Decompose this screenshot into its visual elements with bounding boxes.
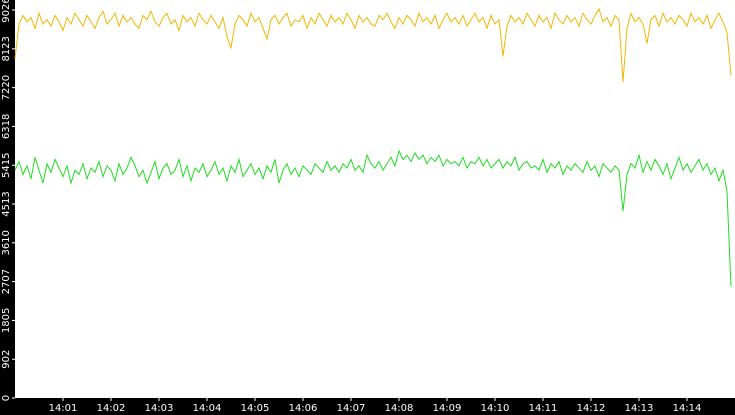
y-tick-label: 0 [1,395,12,401]
x-tick-label: 14:08 [385,403,414,414]
x-tick-label: 14:05 [241,403,270,414]
y-axis-strip [0,0,15,415]
x-tick-label: 14:13 [625,403,654,414]
y-tick-label: 902 [1,350,12,369]
y-tick-label: 6318 [1,114,12,139]
y-tick-label: 8123 [1,36,12,61]
y-tick-label: 1805 [1,308,12,333]
y-tick-label: 7220 [1,75,12,100]
x-tick-label: 14:11 [529,403,558,414]
x-tick-label: 14:14 [673,403,702,414]
series-line [14,149,732,287]
x-axis-strip [0,398,735,415]
x-tick-label: 14:12 [577,403,606,414]
y-tick-label: 5415 [1,153,12,178]
x-tick-label: 14:10 [481,403,510,414]
x-tick-label: 14:03 [145,403,174,414]
y-tick-label: 4513 [1,191,12,216]
x-tick-label: 14:09 [433,403,462,414]
x-tick-label: 14:04 [193,403,222,414]
y-tick-label: 2707 [1,269,12,294]
x-tick-label: 14:01 [49,403,78,414]
x-tick-label: 14:06 [289,403,318,414]
x-tick-label: 14:07 [337,403,366,414]
y-tick-label: 3610 [1,230,12,255]
series-line [14,7,732,83]
y-tick-label: 9026 [1,0,12,23]
x-tick-label: 14:02 [97,403,126,414]
